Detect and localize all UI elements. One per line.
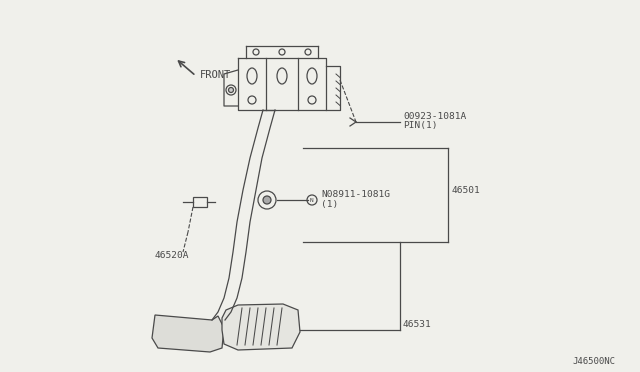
- Polygon shape: [152, 315, 224, 352]
- Text: N08911-1081G: N08911-1081G: [321, 190, 390, 199]
- Text: (1): (1): [321, 200, 339, 209]
- Text: 46501: 46501: [452, 186, 481, 195]
- Text: 00923-1081A: 00923-1081A: [403, 112, 467, 121]
- Text: FRONT: FRONT: [200, 70, 231, 80]
- Text: J46500NC: J46500NC: [572, 357, 615, 366]
- Text: PIN(1): PIN(1): [403, 121, 438, 130]
- Circle shape: [228, 87, 234, 93]
- Polygon shape: [222, 304, 300, 350]
- Polygon shape: [193, 197, 207, 207]
- Circle shape: [263, 196, 271, 204]
- Text: 46520A: 46520A: [155, 251, 189, 260]
- Text: N: N: [310, 198, 314, 202]
- Text: 46531: 46531: [403, 320, 432, 329]
